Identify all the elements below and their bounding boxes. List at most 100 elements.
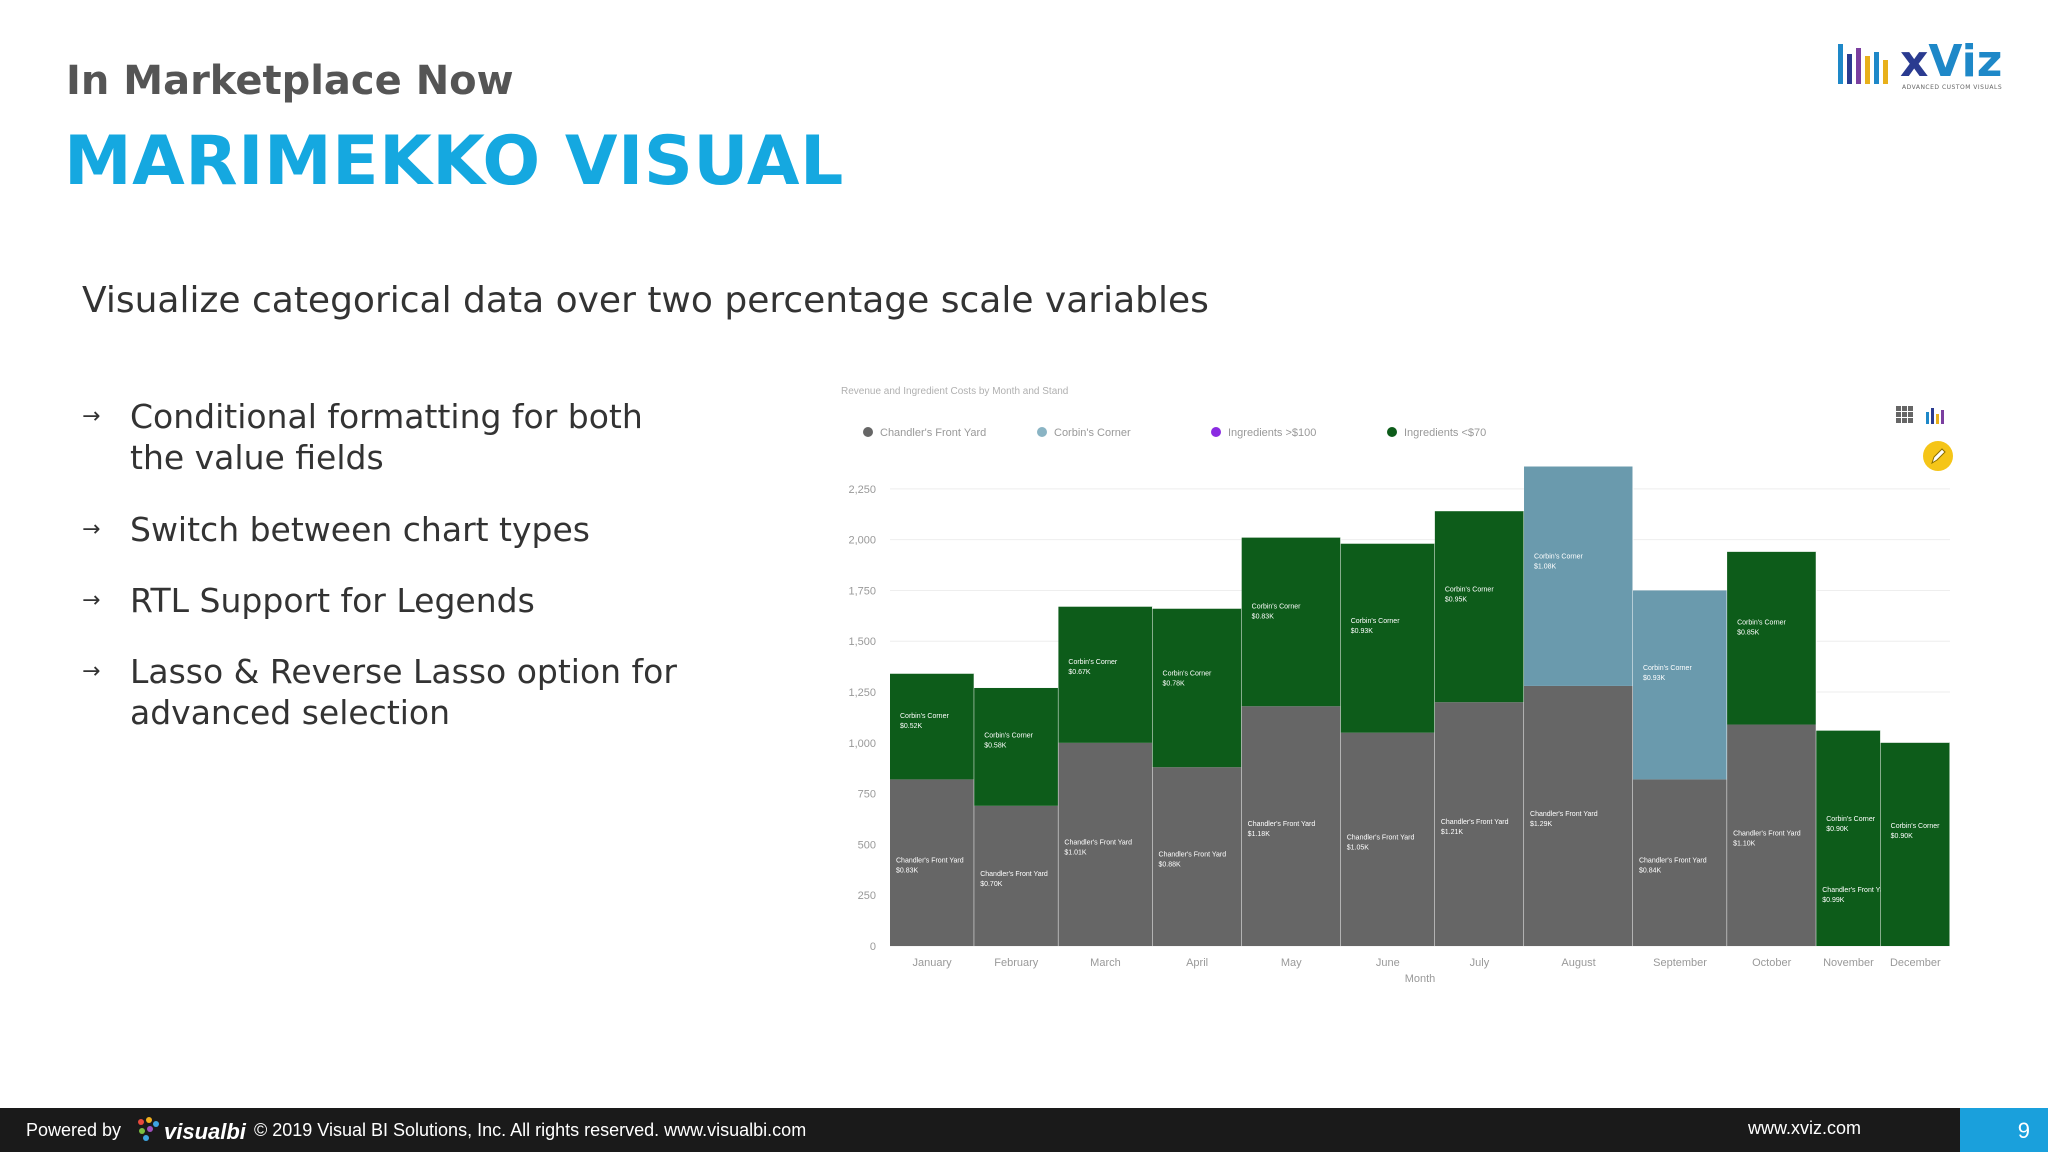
data-label: $0.99K [1822,897,1845,904]
x-tick-label: September [1653,957,1707,969]
data-label: $0.93K [1643,675,1666,682]
page-number: 9 [2017,1118,2030,1143]
y-tick-label: 1,000 [848,738,876,750]
data-label: Corbin's Corner [1445,586,1494,593]
data-label: $0.90K [1891,833,1914,840]
data-label: Corbin's Corner [1737,619,1786,626]
x-tick-label: May [1281,957,1302,969]
bar-segment[interactable] [1524,466,1633,686]
y-tick-label: 250 [858,890,876,902]
x-tick-label: October [1752,957,1791,969]
data-label: $1.01K [1064,849,1087,856]
visualbi-logo-text: visualbi [164,1119,246,1144]
data-label: Corbin's Corner [1351,618,1400,625]
legend-marker[interactable] [1211,427,1221,437]
copyright-text: © 2019 Visual BI Solutions, Inc. All rig… [254,1120,807,1140]
slide-title: MARIMEKKO VISUAL [64,122,844,201]
data-label: Chandler's Front Yard [1530,811,1598,818]
bar-segment[interactable] [1434,511,1525,703]
table-icon[interactable] [1896,406,1913,423]
feature-list: → Conditional formatting for both the val… [82,396,682,733]
data-label: Corbin's Corner [1891,823,1940,830]
arrow-icon: → [82,404,101,429]
bar-segment[interactable] [1727,724,1817,946]
data-label: $0.90K [1826,826,1849,833]
feature-item: → Conditional formatting for both the val… [82,397,643,477]
powered-by-label: Powered by [26,1120,122,1140]
bar-segment[interactable] [1632,590,1728,780]
marimekko-chart[interactable]: Revenue and Ingredient Costs by Month an… [836,380,1966,990]
bar-segment[interactable] [1241,706,1341,946]
chart-canvas[interactable]: Revenue and Ingredient Costs by Month an… [836,380,1966,990]
xviz-logo-tag: ADVANCED CUSTOM VISUALS [1902,84,2003,91]
data-label: Corbin's Corner [1068,659,1117,666]
data-label: Corbin's Corner [1163,670,1212,677]
legend-marker[interactable] [1387,427,1397,437]
legend-label: Ingredients <$70 [1404,427,1486,439]
data-label: Corbin's Corner [900,713,949,720]
bar-segment[interactable] [1434,702,1525,946]
data-label: Corbin's Corner [984,732,1033,739]
y-tick-label: 500 [858,839,876,851]
x-axis-label: Month [1405,973,1436,985]
x-tick-label: March [1090,957,1121,969]
bar-segment[interactable] [1058,606,1153,743]
bar-segment[interactable] [1340,732,1435,946]
data-label: Corbin's Corner [1534,554,1583,561]
arrow-icon: → [82,588,101,613]
legend-label: Chandler's Front Yard [880,427,986,439]
bar-segment[interactable] [1152,608,1242,768]
data-label: $1.08K [1534,564,1557,571]
data-label: Chandler's Front Yard [1822,887,1890,894]
feature-item: → Lasso & Reverse Lasso option for advanc… [82,652,677,732]
data-label: Corbin's Corner [1252,603,1301,610]
y-tick-label: 0 [870,941,876,953]
feature-item: → Switch between chart types [82,510,590,549]
bar-segment[interactable] [1241,537,1341,707]
page-number-box: 9 [1960,1108,2048,1152]
data-label: $0.95K [1445,596,1468,603]
data-label: Chandler's Front Yard [1064,839,1132,846]
y-tick-label: 2,250 [848,484,876,496]
data-label: $0.78K [1163,680,1186,687]
data-label: $0.83K [1252,613,1275,620]
bar-segment[interactable] [974,805,1059,946]
bar-segment[interactable] [1880,742,1950,946]
data-label: $0.58K [984,742,1007,749]
bar-segment[interactable] [1632,779,1728,946]
bar-segment[interactable] [1058,742,1153,946]
site-link[interactable]: www.xviz.com [1748,1118,1862,1138]
data-label: Chandler's Front Yard [896,858,964,865]
data-label: $1.29K [1530,821,1553,828]
pencil-glyph [1931,448,1946,465]
x-tick-label: April [1186,957,1208,969]
x-tick-label: December [1890,957,1941,969]
bar-segment[interactable] [1727,551,1817,725]
data-label: $0.83K [896,868,919,875]
x-tick-label: June [1376,957,1400,969]
data-label: $0.88K [1159,862,1182,869]
chart-title: Revenue and Ingredient Costs by Month an… [841,386,1068,397]
data-label: $1.05K [1347,844,1370,851]
x-tick-label: August [1561,957,1595,969]
data-label: Corbin's Corner [1643,665,1692,672]
data-label: $1.21K [1441,829,1464,836]
data-label: Chandler's Front Yard [1347,834,1415,841]
data-label: $0.67K [1068,669,1091,676]
y-tick-label: 1,250 [848,687,876,699]
bar-segment[interactable] [1152,767,1242,946]
bar-segment[interactable] [890,779,975,946]
legend-marker[interactable] [1037,427,1047,437]
bar-segment[interactable] [1524,685,1633,946]
data-label: Chandler's Front Yard [1639,858,1707,865]
data-label: Corbin's Corner [1826,816,1875,823]
bar-segment[interactable] [974,687,1059,806]
bar-segment[interactable] [1816,730,1881,946]
legend-label: Ingredients >$100 [1228,427,1316,439]
bar-segment[interactable] [1340,543,1435,733]
data-label: $1.10K [1733,840,1756,847]
legend-marker[interactable] [863,427,873,437]
bar-chart-icon[interactable] [1926,408,1944,424]
bar-segment[interactable] [890,673,975,780]
data-label: Chandler's Front Yard [1248,821,1316,828]
